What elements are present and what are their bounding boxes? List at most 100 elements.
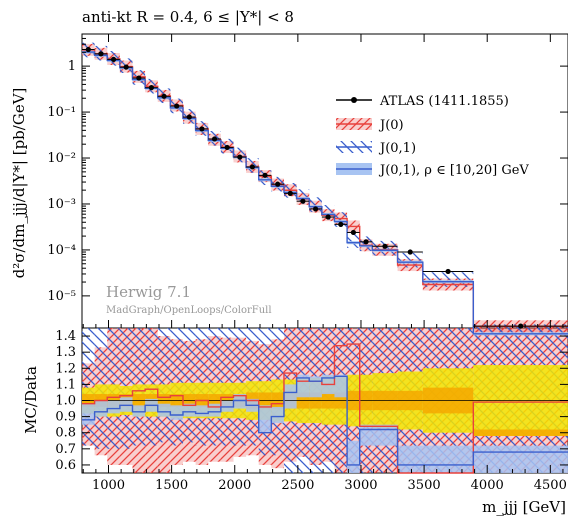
generator-sub-label: MadGraph/OpenLoops/ColorFull <box>106 305 272 316</box>
main-band-j01 <box>347 233 360 248</box>
legend: ATLAS (1411.1855) J(0) J(0,1) J(0,1), ρ … <box>336 94 529 178</box>
y-tick-label-main: 10⁻¹ <box>47 105 76 120</box>
data-point <box>262 172 268 178</box>
svg-text:J(0): J(0) <box>378 118 404 133</box>
data-point <box>350 229 357 236</box>
data-point <box>110 56 117 63</box>
y-tick-label-ratio: 0.8 <box>55 426 76 441</box>
legend-item-j0: J(0) <box>336 118 404 133</box>
y-tick-label-main: 1 <box>68 59 76 74</box>
data-point <box>174 103 180 109</box>
ratio-line-j0 <box>82 343 568 474</box>
y-tick-label-ratio: 0.9 <box>55 410 76 425</box>
ratio-band-rho <box>208 403 221 417</box>
ratio-band-rho <box>195 405 209 417</box>
ratio-line-j01 <box>82 375 568 466</box>
data-point <box>98 51 104 57</box>
ratio-data-stat-uncertainty <box>473 429 568 436</box>
data-point <box>300 198 306 204</box>
axes-layer: 1000 1500 2000 2500 3000 3500 4000 4500 1 10⁻¹ 10⁻… <box>47 34 568 493</box>
y-tick-label-main: 10⁻⁴ <box>47 243 76 258</box>
y-tick-label-ratio: 1.1 <box>55 377 76 392</box>
data-point <box>224 144 230 151</box>
y-tick-label-ratio: 1.4 <box>55 329 76 344</box>
ratio-band-rho <box>359 424 373 446</box>
ratio-band-rho <box>372 424 398 446</box>
legend-item-j01: J(0,1) <box>336 141 416 156</box>
data-point <box>237 154 243 160</box>
ratio-band-rho <box>309 376 322 398</box>
y-tick-label-ratio: 1.2 <box>55 361 76 376</box>
svg-text:J(0,1): J(0,1) <box>378 141 416 156</box>
ratio-band-rho <box>296 374 310 398</box>
data-point <box>161 93 167 99</box>
ratio-band-rho <box>94 400 108 417</box>
ratio-band-rho <box>397 445 423 473</box>
data-point <box>312 206 319 212</box>
y-tick-label-ratio: 1.3 <box>55 345 76 360</box>
ratio-band-rho <box>271 406 284 424</box>
ratio-band-rho <box>334 374 348 398</box>
ratio-band-rho <box>220 400 234 412</box>
data-point <box>85 46 91 53</box>
ratio-band-rho <box>233 394 247 409</box>
ratio-band-rho <box>82 403 95 425</box>
main-band-j01 <box>321 205 335 220</box>
ratio-band-rho <box>107 400 120 414</box>
ratio-band-rho <box>132 405 146 417</box>
x-axis-label: m_jjj [GeV] <box>482 498 566 516</box>
x-tick-label: 2000 <box>218 478 251 493</box>
y-axis-label-ratio: MC/Data <box>22 366 40 434</box>
ratio-band-rho <box>347 440 360 473</box>
ratio-band-rho <box>258 405 272 433</box>
svg-text:J(0,1), ρ ∈ [10,20] GeV: J(0,1), ρ ∈ [10,20] GeV <box>378 163 529 178</box>
data-point <box>275 181 281 187</box>
main-band-j01 <box>334 212 348 227</box>
y-tick-label-main: 10⁻⁵ <box>47 289 76 304</box>
main-band-j01 <box>473 324 568 340</box>
y-tick-label-ratio: 0.7 <box>55 442 76 457</box>
data-point <box>249 164 256 170</box>
main-band-j01 <box>397 252 423 268</box>
data-point <box>325 214 331 220</box>
data-point <box>382 243 388 249</box>
x-tick-label: 4500 <box>534 478 567 493</box>
x-tick-label: 2500 <box>281 478 314 493</box>
legend-item-data: ATLAS (1411.1855) <box>336 94 509 109</box>
main-band-j01 <box>296 189 310 204</box>
data-point <box>123 64 129 70</box>
ratio-band-rho <box>170 405 183 420</box>
data-point <box>338 221 344 227</box>
ratio-band-rho <box>157 403 171 417</box>
svg-text:ATLAS (1411.1855): ATLAS (1411.1855) <box>379 94 509 109</box>
ratio-band-rho <box>473 445 568 473</box>
data-point <box>518 323 524 329</box>
data-point <box>445 268 451 275</box>
data-point <box>136 75 142 81</box>
x-tick-label: 1000 <box>92 478 125 493</box>
data-point <box>186 114 192 120</box>
ratio-band-rho <box>119 397 133 412</box>
chart-title: anti-kt R = 0.4, 6 ≤ |Y*| < 8 <box>82 8 294 26</box>
y-tick-label-ratio: 1.0 <box>55 394 76 409</box>
y-tick-label-main: 10⁻² <box>47 151 76 166</box>
y-axis-label-main: d²σ/dm_jjj/d|Y*| [pb/GeV] <box>10 88 28 279</box>
x-tick-label: 4000 <box>471 478 504 493</box>
data-point <box>148 85 155 91</box>
main-band-j01 <box>309 197 322 212</box>
main-band-j01 <box>422 272 474 287</box>
x-tick-label: 1500 <box>155 478 188 493</box>
x-tick-label: 3500 <box>408 478 441 493</box>
data-point <box>407 249 413 255</box>
y-tick-label-main: 10⁻³ <box>47 197 76 212</box>
ratio-band-rho <box>422 445 474 473</box>
y-tick-label-ratio: 0.6 <box>55 458 76 473</box>
legend-item-rho: J(0,1), ρ ∈ [10,20] GeV <box>336 163 529 178</box>
x-tick-label: 3000 <box>344 478 377 493</box>
data-point <box>363 239 369 245</box>
data-point <box>199 126 205 132</box>
data-point <box>211 136 218 142</box>
data-point <box>287 190 293 196</box>
generator-label: Herwig 7.1 <box>106 283 191 301</box>
